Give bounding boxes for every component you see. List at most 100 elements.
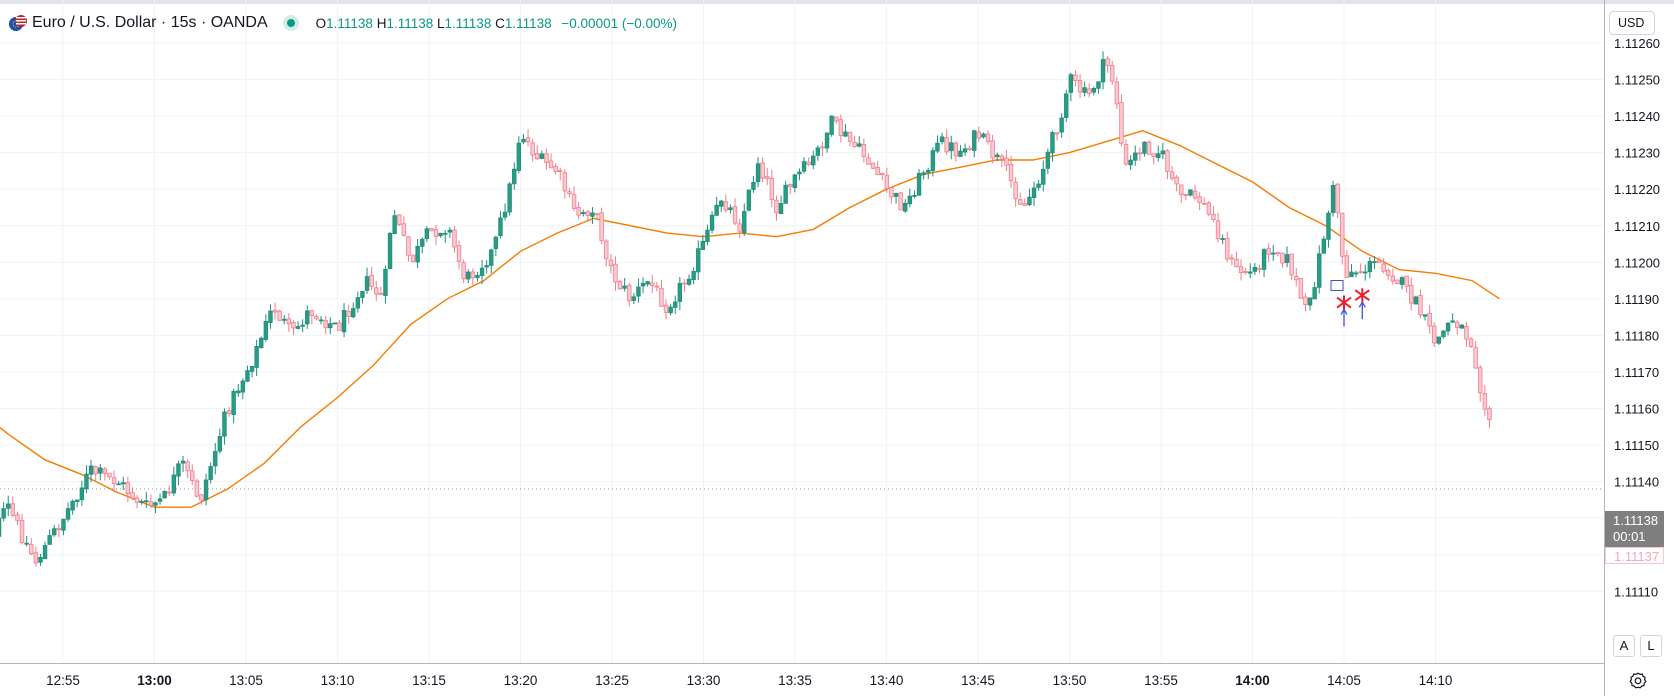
candle-body <box>857 143 862 147</box>
candle-body <box>466 271 471 280</box>
candle-body <box>1353 272 1359 275</box>
currency-button[interactable]: USD <box>1609 11 1655 35</box>
price-tick-label: 1.11160 <box>1614 402 1659 417</box>
candle-body <box>1395 279 1400 284</box>
gear-icon[interactable] <box>1628 671 1648 691</box>
candle-body <box>1206 202 1212 215</box>
candle-body <box>645 281 650 285</box>
candle-body <box>125 482 131 495</box>
candle-body <box>907 195 913 205</box>
symbol-title[interactable]: Euro / U.S. Dollar · 15s · OANDA <box>32 14 268 31</box>
candle-body <box>272 309 278 313</box>
candle-body <box>498 217 503 237</box>
candle-body <box>723 201 729 211</box>
candle-body <box>958 150 963 157</box>
candle-body <box>1188 189 1193 196</box>
candle-body <box>305 310 310 325</box>
candle-body <box>742 211 747 234</box>
candle-body <box>1321 238 1327 254</box>
candle-body <box>1478 367 1483 394</box>
candle-body <box>659 287 664 307</box>
candle-body <box>1073 74 1078 81</box>
candle-body <box>84 473 89 490</box>
candle-body <box>1165 150 1170 172</box>
candle-body <box>594 213 600 216</box>
candle-body <box>489 249 494 266</box>
candle-body <box>323 319 328 329</box>
candle-body <box>613 263 618 283</box>
candle-body <box>972 130 977 151</box>
candle-body <box>415 245 420 263</box>
time-tick-label: 12:55 <box>46 673 80 688</box>
candle-body <box>1487 408 1492 421</box>
price-tick-label: 1.11190 <box>1614 292 1659 307</box>
candle-body <box>1050 132 1055 154</box>
candle-body <box>88 465 94 475</box>
currency-label: USD <box>1618 16 1645 30</box>
candle-body <box>1192 190 1198 199</box>
candle-body <box>585 211 591 216</box>
candle-body <box>539 153 545 159</box>
candle-body <box>774 199 779 214</box>
time-tick-label: 14:00 <box>1235 673 1270 688</box>
price-tick-label: 1.11110 <box>1614 584 1658 599</box>
candle-body <box>314 315 319 320</box>
candle-body <box>1234 259 1239 268</box>
candle-body <box>1280 252 1285 264</box>
candle-body <box>843 131 848 137</box>
candle-body <box>962 148 968 153</box>
candle-body <box>1013 181 1018 200</box>
candle-body <box>309 310 315 316</box>
candle-body <box>406 236 411 256</box>
candle-body <box>544 153 549 163</box>
candle-body <box>700 241 706 250</box>
candle-body <box>148 501 154 506</box>
time-tick-label: 13:20 <box>504 673 538 688</box>
candle-body <box>1238 266 1244 274</box>
time-axis-labels[interactable]: 12:55 13:00 13:05 13:10 13:15 13:20 13:25 13:30… <box>46 673 1452 688</box>
candle-body <box>387 232 393 269</box>
candle-body <box>1436 336 1442 344</box>
candle-body <box>1459 324 1465 329</box>
candle-body <box>1031 187 1037 198</box>
candle-body <box>944 137 949 153</box>
candle-body <box>1330 185 1336 213</box>
candle-body <box>429 228 434 232</box>
candle-body <box>443 232 448 235</box>
candle-body <box>935 142 940 152</box>
candle-body <box>475 274 480 279</box>
candle-body <box>760 162 765 179</box>
candlestick-series <box>0 51 1492 567</box>
candle-body <box>1036 183 1041 188</box>
candle-body <box>1096 81 1101 89</box>
candle-body <box>719 200 724 207</box>
candle-body <box>875 166 880 176</box>
candle-body <box>1133 152 1138 161</box>
candle-body <box>1252 267 1258 272</box>
candle-body <box>732 206 738 224</box>
close-label: C <box>495 15 505 31</box>
candle-body <box>116 483 121 486</box>
candle-body <box>1409 284 1414 304</box>
candle-body <box>332 322 338 325</box>
time-axis-divider <box>0 663 1604 664</box>
candle-body <box>1064 93 1069 118</box>
time-tick-label: 13:35 <box>778 673 812 688</box>
candle-body <box>581 212 586 215</box>
log-scale-button[interactable]: L <box>1640 635 1662 657</box>
change-value: −0.00001 (−0.00%) <box>561 15 677 31</box>
candle-body <box>1317 253 1322 288</box>
candle-body <box>180 460 186 464</box>
candle-body <box>627 284 632 302</box>
auto-scale-button[interactable]: A <box>1613 635 1635 657</box>
candle-body <box>1303 296 1308 305</box>
candle-body <box>1087 88 1092 94</box>
candle-body <box>190 470 195 481</box>
candle-body <box>1004 157 1009 166</box>
candle-body <box>130 492 135 499</box>
candle-body <box>1151 153 1156 158</box>
candle-body <box>870 162 876 169</box>
candle-body <box>999 155 1005 160</box>
candle-body <box>801 161 807 172</box>
